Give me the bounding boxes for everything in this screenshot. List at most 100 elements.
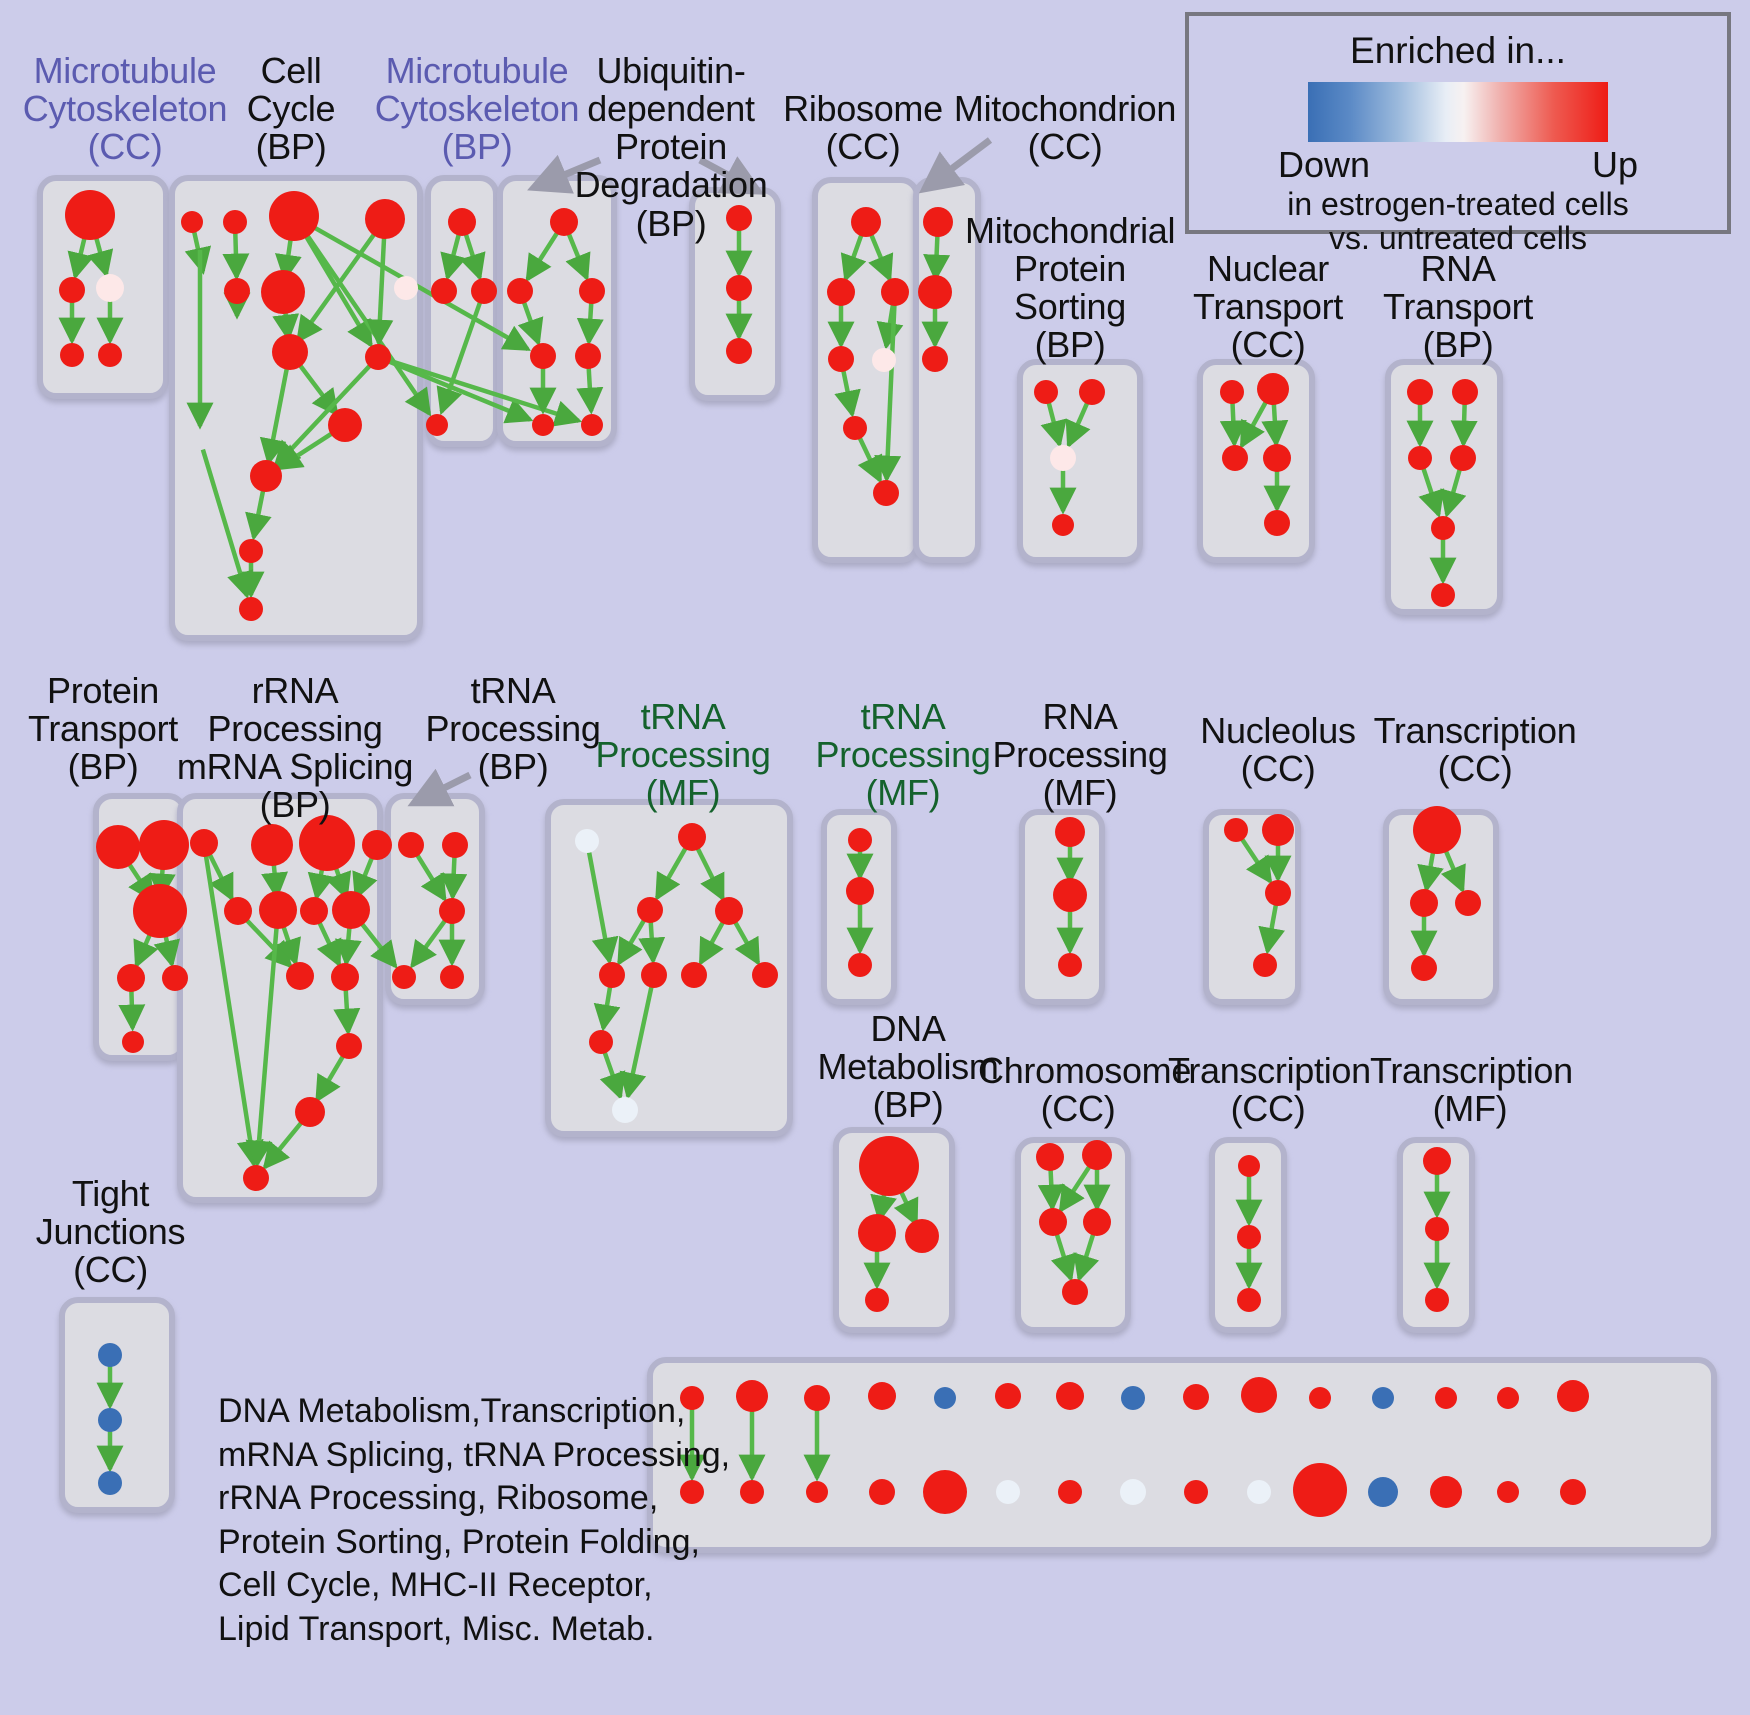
network-node[interactable] bbox=[239, 597, 263, 621]
network-node[interactable] bbox=[681, 962, 707, 988]
network-node[interactable] bbox=[1237, 1288, 1261, 1312]
network-node[interactable] bbox=[1052, 514, 1074, 536]
network-node[interactable] bbox=[1220, 380, 1244, 404]
network-node[interactable] bbox=[1241, 1377, 1277, 1413]
network-node[interactable] bbox=[869, 1479, 895, 1505]
network-node[interactable] bbox=[431, 278, 457, 304]
network-node[interactable] bbox=[1262, 814, 1294, 846]
network-node[interactable] bbox=[873, 480, 899, 506]
network-node[interactable] bbox=[1222, 445, 1248, 471]
network-node[interactable] bbox=[224, 897, 252, 925]
network-node[interactable] bbox=[96, 825, 140, 869]
network-node[interactable] bbox=[328, 408, 362, 442]
network-node[interactable] bbox=[162, 965, 188, 991]
network-node[interactable] bbox=[848, 828, 872, 852]
network-node[interactable] bbox=[637, 897, 663, 923]
network-node[interactable] bbox=[726, 338, 752, 364]
network-node[interactable] bbox=[1431, 583, 1455, 607]
network-node[interactable] bbox=[575, 343, 601, 369]
network-node[interactable] bbox=[1264, 510, 1290, 536]
network-node[interactable] bbox=[1050, 445, 1076, 471]
network-node[interactable] bbox=[394, 276, 418, 300]
network-node[interactable] bbox=[190, 829, 218, 857]
network-node[interactable] bbox=[1408, 446, 1432, 470]
network-node[interactable] bbox=[426, 414, 448, 436]
network-node[interactable] bbox=[1083, 1208, 1111, 1236]
network-node[interactable] bbox=[1497, 1387, 1519, 1409]
network-node[interactable] bbox=[1560, 1479, 1586, 1505]
network-node[interactable] bbox=[1257, 373, 1289, 405]
network-node[interactable] bbox=[846, 877, 874, 905]
network-node[interactable] bbox=[1410, 889, 1438, 917]
network-node[interactable] bbox=[848, 953, 872, 977]
network-node[interactable] bbox=[1253, 953, 1277, 977]
network-node[interactable] bbox=[1430, 1476, 1462, 1508]
network-node[interactable] bbox=[641, 962, 667, 988]
network-node[interactable] bbox=[362, 830, 392, 860]
network-node[interactable] bbox=[1425, 1288, 1449, 1312]
network-node[interactable] bbox=[1247, 1480, 1271, 1504]
network-node[interactable] bbox=[872, 348, 896, 372]
network-node[interactable] bbox=[300, 897, 328, 925]
network-node[interactable] bbox=[1055, 817, 1085, 847]
network-node[interactable] bbox=[299, 815, 355, 871]
network-node[interactable] bbox=[1309, 1387, 1331, 1409]
network-node[interactable] bbox=[286, 962, 314, 990]
network-node[interactable] bbox=[398, 832, 424, 858]
network-node[interactable] bbox=[550, 208, 578, 236]
network-node[interactable] bbox=[96, 274, 124, 302]
network-node[interactable] bbox=[1557, 1380, 1589, 1412]
network-node[interactable] bbox=[827, 278, 855, 306]
network-node[interactable] bbox=[1263, 444, 1291, 472]
network-node[interactable] bbox=[1062, 1279, 1088, 1305]
network-node[interactable] bbox=[804, 1385, 830, 1411]
network-node[interactable] bbox=[1450, 445, 1476, 471]
network-node[interactable] bbox=[331, 963, 359, 991]
network-node[interactable] bbox=[98, 343, 122, 367]
network-node[interactable] bbox=[1058, 1480, 1082, 1504]
network-node[interactable] bbox=[1058, 953, 1082, 977]
network-node[interactable] bbox=[1238, 1155, 1260, 1177]
network-node[interactable] bbox=[65, 190, 115, 240]
network-node[interactable] bbox=[98, 1408, 122, 1432]
network-node[interactable] bbox=[1423, 1147, 1451, 1175]
network-node[interactable] bbox=[243, 1165, 269, 1191]
network-node[interactable] bbox=[1224, 818, 1248, 842]
network-node[interactable] bbox=[507, 278, 533, 304]
network-node[interactable] bbox=[98, 1471, 122, 1495]
network-node[interactable] bbox=[996, 1480, 1020, 1504]
network-node[interactable] bbox=[1452, 379, 1478, 405]
network-node[interactable] bbox=[905, 1219, 939, 1253]
network-node[interactable] bbox=[122, 1031, 144, 1053]
network-node[interactable] bbox=[881, 278, 909, 306]
network-node[interactable] bbox=[250, 460, 282, 492]
network-node[interactable] bbox=[1082, 1140, 1112, 1170]
network-node[interactable] bbox=[1053, 878, 1087, 912]
network-node[interactable] bbox=[859, 1136, 919, 1196]
network-node[interactable] bbox=[439, 898, 465, 924]
network-node[interactable] bbox=[865, 1288, 889, 1312]
network-node[interactable] bbox=[680, 1480, 704, 1504]
network-node[interactable] bbox=[612, 1097, 638, 1123]
network-node[interactable] bbox=[259, 891, 297, 929]
network-node[interactable] bbox=[1121, 1386, 1145, 1410]
network-node[interactable] bbox=[1497, 1481, 1519, 1503]
network-node[interactable] bbox=[1431, 516, 1455, 540]
network-node[interactable] bbox=[223, 210, 247, 234]
network-node[interactable] bbox=[1372, 1387, 1394, 1409]
network-node[interactable] bbox=[828, 346, 854, 372]
network-node[interactable] bbox=[1407, 379, 1433, 405]
network-node[interactable] bbox=[181, 211, 203, 233]
network-node[interactable] bbox=[922, 346, 948, 372]
network-node[interactable] bbox=[1368, 1477, 1398, 1507]
network-node[interactable] bbox=[224, 278, 250, 304]
network-node[interactable] bbox=[715, 897, 743, 925]
network-node[interactable] bbox=[392, 965, 416, 989]
network-node[interactable] bbox=[868, 1382, 896, 1410]
network-node[interactable] bbox=[726, 275, 752, 301]
network-node[interactable] bbox=[1039, 1208, 1067, 1236]
network-node[interactable] bbox=[740, 1480, 764, 1504]
network-node[interactable] bbox=[581, 414, 603, 436]
network-node[interactable] bbox=[1184, 1480, 1208, 1504]
network-node[interactable] bbox=[60, 343, 84, 367]
